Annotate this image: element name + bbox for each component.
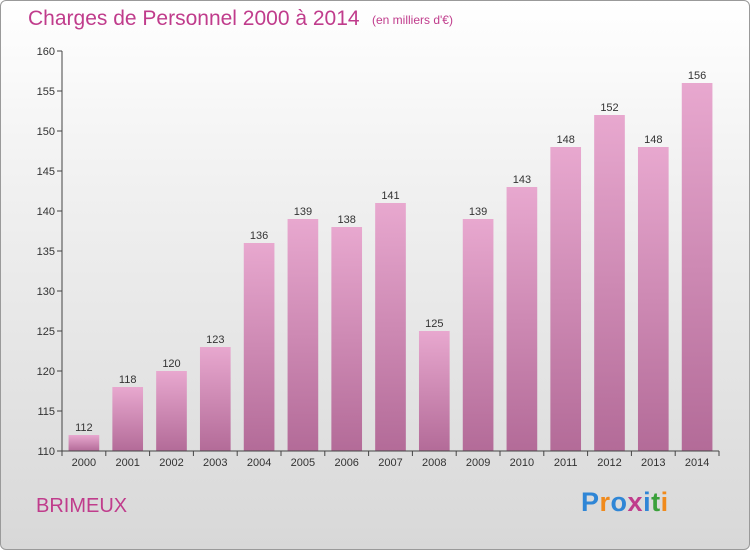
bar-2012 — [594, 115, 625, 451]
bar-2004 — [243, 243, 275, 451]
data-label: 112 — [75, 422, 93, 434]
x-tick-label: 2010 — [510, 457, 534, 469]
x-tick-label: 2003 — [203, 457, 227, 469]
x-tick-label: 2009 — [466, 457, 490, 469]
y-tick-label: 155 — [37, 86, 55, 98]
data-label: 118 — [119, 374, 137, 386]
bar-2002 — [156, 371, 187, 451]
y-tick-label: 120 — [37, 366, 55, 378]
data-label: 139 — [294, 206, 312, 218]
y-tick-label: 125 — [37, 326, 55, 338]
bar-2005 — [287, 219, 319, 451]
bar-2013 — [637, 147, 669, 451]
bar-2011 — [550, 147, 582, 451]
y-tick-label: 150 — [37, 126, 55, 138]
y-tick-label: 135 — [37, 246, 55, 258]
bar-2001 — [112, 387, 144, 451]
data-label: 136 — [250, 230, 268, 242]
x-tick-label: 2011 — [554, 457, 578, 469]
y-tick-label: 140 — [37, 206, 55, 218]
bar-2003 — [199, 347, 231, 451]
bar-2014 — [681, 83, 713, 451]
x-tick-label: 2002 — [159, 457, 183, 469]
x-tick-label: 2004 — [247, 457, 271, 469]
data-label: 143 — [513, 174, 531, 186]
y-tick-label: 115 — [37, 406, 55, 418]
bar-2007 — [375, 203, 406, 451]
data-label: 156 — [688, 70, 706, 82]
logo-letter: o — [610, 487, 628, 517]
data-label: 125 — [425, 318, 443, 330]
chart-unit: (en milliers d'€) — [372, 13, 453, 27]
y-tick-label: 110 — [37, 446, 55, 458]
data-label: 148 — [557, 134, 575, 146]
logo-letter: t — [651, 487, 661, 517]
x-tick-label: 2001 — [115, 457, 139, 469]
data-label: 152 — [600, 102, 618, 114]
proxiti-logo: Proxiti — [581, 487, 669, 518]
y-tick-label: 145 — [37, 166, 55, 178]
commune-name: BRIMEUX — [36, 495, 128, 517]
x-tick-label: 2006 — [334, 457, 358, 469]
x-tick-label: 2000 — [72, 457, 96, 469]
bar-2009 — [462, 219, 494, 451]
y-tick-label: 160 — [37, 46, 55, 58]
chart-title: Charges de Personnel 2000 à 2014 — [28, 7, 360, 30]
x-tick-label: 2005 — [291, 457, 315, 469]
bar-2010 — [506, 187, 538, 451]
x-tick-label: 2007 — [378, 457, 402, 469]
bar-2000 — [68, 435, 100, 451]
logo-letter: P — [581, 487, 600, 517]
logo-letter: i — [660, 487, 669, 517]
data-label: 138 — [338, 214, 356, 226]
logo-letter: r — [599, 487, 611, 517]
y-tick-label: 130 — [37, 286, 55, 298]
x-tick-label: 2012 — [597, 457, 621, 469]
data-label: 120 — [162, 358, 180, 370]
data-label: 148 — [644, 134, 662, 146]
x-tick-label: 2013 — [641, 457, 665, 469]
data-label: 141 — [381, 190, 399, 202]
x-tick-label: 2014 — [685, 457, 709, 469]
bar-2006 — [331, 227, 363, 451]
logo-letter: i — [643, 487, 652, 517]
data-label: 123 — [206, 334, 224, 346]
bar-2008 — [418, 331, 450, 451]
data-label: 139 — [469, 206, 487, 218]
logo-letter: x — [627, 487, 644, 517]
x-tick-label: 2008 — [422, 457, 446, 469]
